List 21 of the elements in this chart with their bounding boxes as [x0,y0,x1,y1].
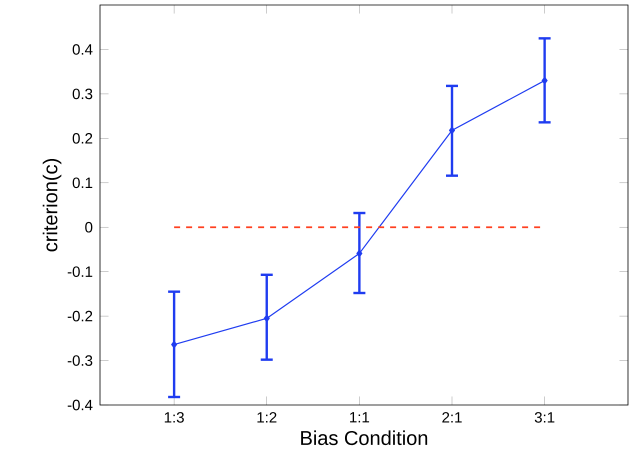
x-tick-label: 3:1 [534,412,554,423]
y-tick-label: -0.4 [68,400,93,410]
point [356,250,362,258]
y-tick-label: 0.3 [72,88,92,100]
y-tick-label: -0.2 [68,310,92,322]
y-tick-label: -0.3 [68,355,92,366]
y-tick-label: 0.4 [72,44,93,55]
y-tick-label: 0 [85,222,92,233]
y-tick-label: 0.1 [72,177,92,188]
x-tick-label: 1:3 [164,412,184,423]
x-tick-label: 2:1 [442,412,462,423]
x-tick-label: 1:1 [350,412,370,422]
point [449,126,456,134]
point [542,76,548,84]
x-tick-label: 1:2 [257,412,276,423]
y-axis-title: criterion(c) [42,159,62,252]
y-tick-label: -0.1 [68,266,92,277]
x-axis-title: Bias Condition [301,430,428,446]
point [171,340,178,348]
point [264,314,270,322]
y-tick-label: 0.2 [72,133,92,144]
